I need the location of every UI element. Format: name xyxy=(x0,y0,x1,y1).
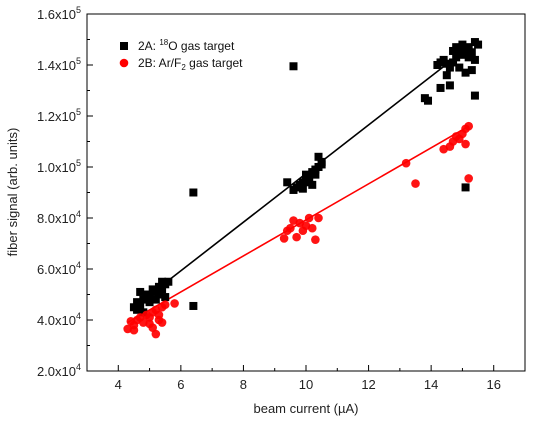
data-point xyxy=(145,293,154,302)
data-point xyxy=(311,235,320,244)
data-point xyxy=(158,285,167,294)
data-point xyxy=(161,293,170,302)
data-point xyxy=(458,40,467,49)
data-point xyxy=(189,188,198,197)
data-point xyxy=(148,323,157,332)
data-point xyxy=(289,216,298,225)
x-tick-label: 12 xyxy=(361,377,375,392)
data-point xyxy=(464,121,473,131)
data-point xyxy=(467,66,476,75)
data-point xyxy=(464,43,473,52)
data-point xyxy=(455,63,464,72)
data-point xyxy=(436,83,445,92)
legend-label-series-1: 2A: 18O gas target xyxy=(138,38,235,53)
legend-label-series-2: 2B: Ar/F2 gas target xyxy=(138,56,243,72)
x-tick-label: 10 xyxy=(299,377,313,392)
data-point xyxy=(298,184,307,193)
y-tick-label: 1.6x105 xyxy=(37,5,81,22)
data-point xyxy=(317,160,326,169)
data-point xyxy=(136,287,145,296)
data-point xyxy=(151,295,160,304)
data-point xyxy=(445,81,454,90)
legend: 2A: 18O gas target 2B: Ar/F2 gas target xyxy=(119,38,243,72)
data-point xyxy=(464,53,473,62)
data-point xyxy=(442,71,451,80)
data-point xyxy=(129,325,139,335)
x-tick-label: 4 xyxy=(115,377,122,392)
x-tick-label: 8 xyxy=(240,377,247,392)
y-tick-label: 1.2x105 xyxy=(37,107,81,124)
data-point xyxy=(470,91,479,100)
x-tick-label: 14 xyxy=(424,377,438,392)
y-tick-label: 6.0x104 xyxy=(37,260,81,277)
data-point xyxy=(311,170,320,179)
data-point xyxy=(461,183,470,192)
y-axis-label: fiber signal (arb. units) xyxy=(5,128,20,257)
data-point xyxy=(145,298,154,307)
data-point xyxy=(445,63,454,72)
y-tick-label: 4.0x104 xyxy=(37,311,81,328)
data-point xyxy=(464,174,473,183)
y-tick-label: 2.0x104 xyxy=(37,362,81,379)
y-tick-label: 1.0x105 xyxy=(37,158,81,175)
data-point xyxy=(470,55,479,64)
x-axis-label: beam current (µA) xyxy=(253,401,358,416)
data-point xyxy=(304,213,314,223)
data-point xyxy=(151,329,161,339)
data-point xyxy=(411,179,420,188)
data-point xyxy=(139,295,148,304)
legend-marker-square xyxy=(120,42,128,50)
data-point xyxy=(308,180,317,189)
y-tick-label: 8.0x104 xyxy=(37,209,81,226)
data-point xyxy=(170,299,179,308)
data-point xyxy=(314,213,323,223)
y-tick-label: 1.4x105 xyxy=(37,56,81,73)
data-point xyxy=(401,158,411,168)
plot-area xyxy=(123,38,483,339)
data-point xyxy=(160,300,170,310)
data-point xyxy=(289,62,298,71)
data-point xyxy=(133,305,142,314)
data-point xyxy=(449,46,458,55)
series-1 xyxy=(129,38,483,317)
legend-marker-circle xyxy=(119,58,129,68)
data-point xyxy=(189,301,198,310)
data-point xyxy=(461,139,470,149)
data-point xyxy=(461,68,470,77)
data-point xyxy=(314,152,323,161)
series-2 xyxy=(123,121,473,339)
data-point xyxy=(424,96,433,105)
data-point xyxy=(449,58,458,67)
data-point xyxy=(164,277,173,286)
data-point xyxy=(292,232,301,242)
data-point xyxy=(157,318,167,327)
data-point xyxy=(474,40,483,49)
data-point xyxy=(286,223,295,233)
data-point xyxy=(458,50,467,59)
x-tick-label: 6 xyxy=(177,377,184,392)
data-point xyxy=(154,290,163,299)
data-point xyxy=(283,178,292,187)
data-point xyxy=(307,223,317,233)
axis-ticks: 4 6 8 10 12 14 16 2.0x104 4.0x104 6.0x104 8.0x104 1… xyxy=(37,5,526,392)
data-point xyxy=(467,48,476,57)
data-point xyxy=(136,300,145,309)
data-point xyxy=(279,234,289,243)
x-tick-label: 16 xyxy=(486,377,500,392)
fit-line-series-1 xyxy=(133,46,470,308)
data-point xyxy=(452,53,461,62)
data-point xyxy=(305,173,314,182)
